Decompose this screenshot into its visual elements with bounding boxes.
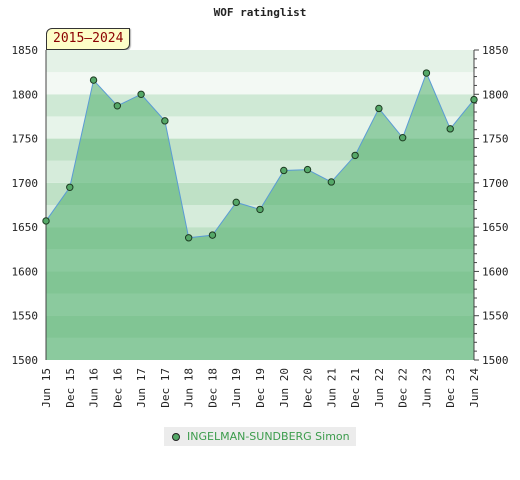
x-tick-label: Dec 18 bbox=[206, 368, 219, 408]
data-point bbox=[232, 198, 240, 207]
y-tick-label-left: 1550 bbox=[12, 310, 39, 323]
legend-label: INGELMAN-SUNDBERG Simon bbox=[187, 430, 350, 443]
y-tick-label-right: 1850 bbox=[482, 44, 509, 57]
y-tick-label-left: 1800 bbox=[12, 88, 39, 101]
data-point bbox=[161, 117, 169, 125]
legend-marker-icon bbox=[172, 432, 180, 441]
data-point bbox=[208, 231, 217, 239]
x-tick-label: Jun 24 bbox=[468, 368, 481, 408]
chart-title: WOF ratinglist bbox=[213, 6, 307, 19]
background-band bbox=[46, 72, 474, 95]
y-tick-label-right: 1650 bbox=[482, 221, 509, 234]
y-tick-label-left: 1500 bbox=[12, 354, 39, 367]
y-tick-label-right: 1600 bbox=[482, 265, 509, 278]
x-tick-label: Dec 17 bbox=[159, 368, 172, 408]
data-point bbox=[42, 217, 50, 225]
y-axis-left-labels: 1500 1550 1600 1650 1700 1750 1800 1850 bbox=[12, 44, 39, 367]
y-tick-label-right: 1750 bbox=[482, 133, 509, 146]
y-tick-label-right: 1500 bbox=[482, 354, 509, 367]
x-tick-label: Jun 19 bbox=[230, 368, 243, 408]
y-tick-label-left: 1600 bbox=[12, 265, 39, 278]
area-fill bbox=[46, 73, 474, 361]
y-tick-label-left: 1700 bbox=[12, 177, 39, 190]
data-point bbox=[422, 69, 431, 77]
background-band bbox=[46, 50, 474, 73]
data-points bbox=[42, 69, 478, 242]
x-tick-label: Jun 20 bbox=[278, 368, 291, 408]
data-point bbox=[327, 178, 336, 186]
data-point bbox=[375, 104, 383, 113]
x-tick-label: Jun 21 bbox=[325, 368, 338, 408]
y-tick-label-right: 1700 bbox=[482, 177, 509, 190]
x-tick-label: Dec 16 bbox=[111, 368, 124, 408]
y-tick-label-left: 1850 bbox=[12, 44, 39, 57]
data-point bbox=[66, 183, 74, 191]
data-point bbox=[89, 76, 98, 84]
data-point bbox=[184, 234, 193, 242]
data-point bbox=[256, 205, 264, 214]
x-tick-label: Jun 15 bbox=[40, 368, 53, 408]
x-tick-label: Dec 19 bbox=[254, 368, 267, 408]
x-tick-label: Jun 22 bbox=[373, 368, 386, 408]
y-tick-label-left: 1750 bbox=[12, 133, 39, 146]
data-point bbox=[280, 166, 288, 175]
period-badge: 2015–2024 bbox=[46, 28, 131, 50]
x-tick-label: Jun 18 bbox=[183, 368, 196, 408]
x-tick-label: Jun 17 bbox=[135, 368, 148, 408]
data-point bbox=[446, 125, 454, 133]
y-tick-label-right: 1550 bbox=[482, 310, 509, 323]
y-tick-label-left: 1650 bbox=[12, 221, 39, 234]
legend: INGELMAN-SUNDBERG Simon bbox=[164, 427, 356, 446]
data-point bbox=[137, 90, 145, 98]
x-tick-label: Dec 21 bbox=[349, 368, 362, 408]
x-tick-label: Dec 20 bbox=[302, 368, 315, 408]
data-point bbox=[398, 133, 407, 142]
x-tick-label: Dec 22 bbox=[397, 368, 410, 408]
y-tick-label-right: 1800 bbox=[482, 88, 509, 101]
x-tick-label: Dec 15 bbox=[64, 368, 77, 408]
x-axis-labels: Jun 15 Dec 15 Jun 16 Dec 16 Jun 17 Dec 17 Jun … bbox=[40, 368, 481, 408]
x-tick-label: Jun 23 bbox=[420, 368, 433, 408]
x-tick-label: Dec 23 bbox=[444, 368, 457, 408]
data-point bbox=[351, 151, 359, 160]
x-tick-label: Jun 16 bbox=[88, 368, 101, 408]
data-point bbox=[470, 95, 478, 104]
data-point bbox=[113, 102, 122, 110]
y-axis-right-labels: 1500 1550 1600 1650 1700 1750 1800 1850 bbox=[482, 44, 509, 367]
data-point bbox=[303, 165, 312, 174]
